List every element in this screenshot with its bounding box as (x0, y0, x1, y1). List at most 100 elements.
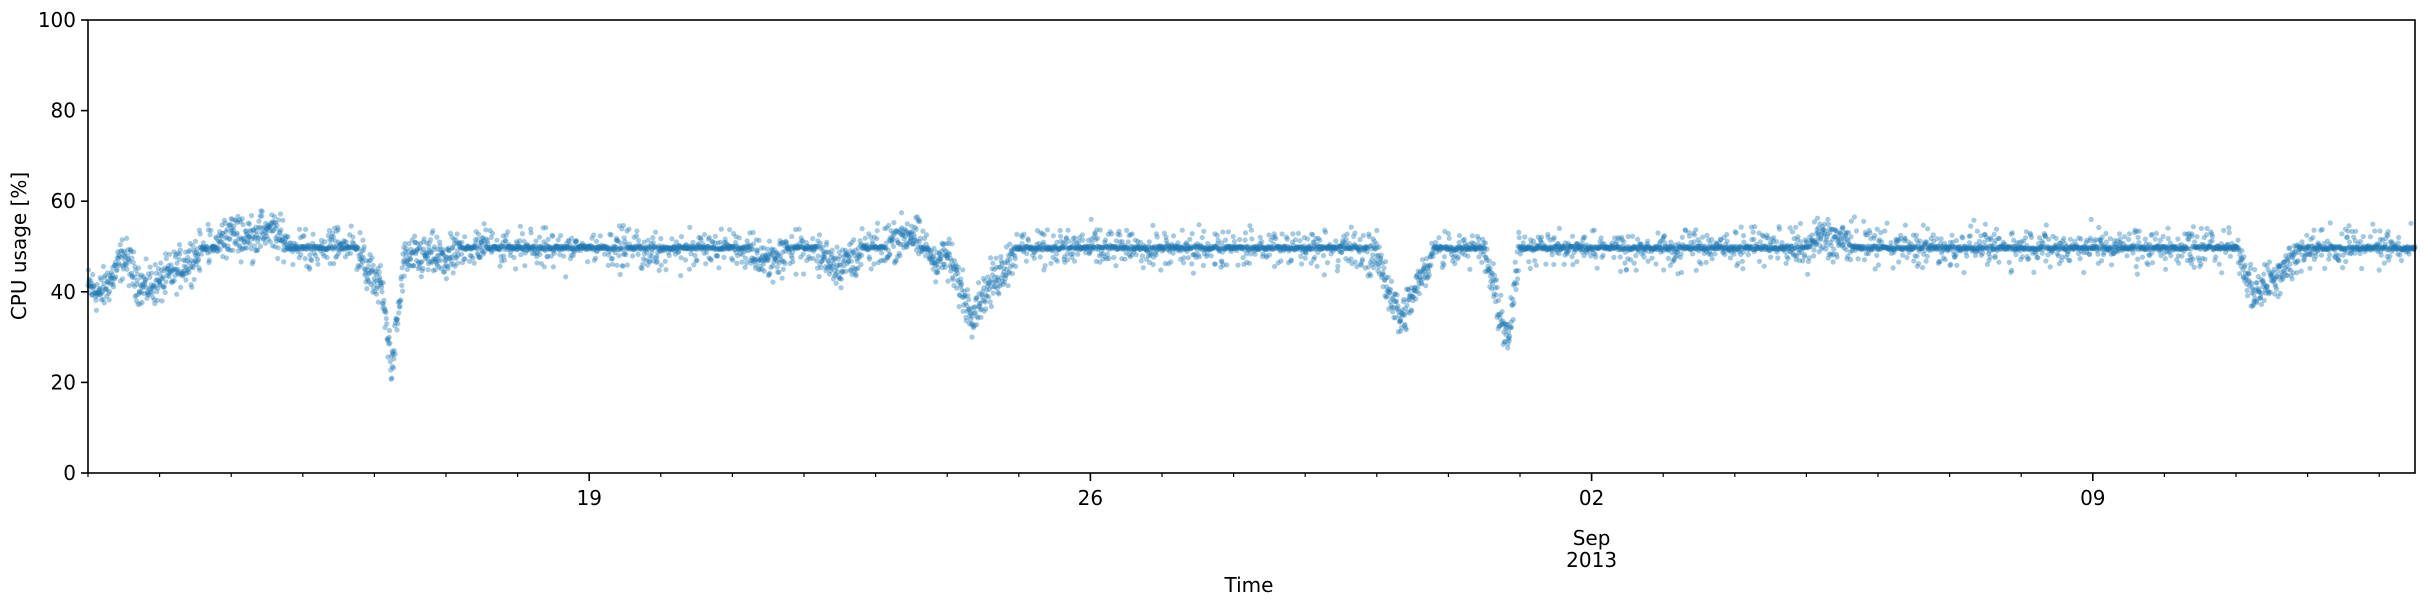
data-point (541, 264, 547, 270)
data-point (1314, 263, 1320, 269)
data-point (189, 263, 195, 269)
data-point (1888, 240, 1894, 246)
data-point (394, 327, 400, 333)
data-point (297, 235, 303, 241)
data-point (231, 223, 237, 229)
data-point (370, 289, 376, 295)
data-point (208, 227, 214, 233)
data-point (279, 237, 286, 243)
data-point (913, 226, 919, 232)
data-point (368, 269, 374, 275)
data-point (240, 245, 246, 252)
data-point (163, 251, 169, 257)
data-point (212, 244, 218, 250)
data-point (1070, 251, 1076, 257)
data-point (848, 258, 854, 264)
data-point (398, 274, 404, 280)
data-point (897, 253, 903, 259)
data-point (96, 287, 103, 293)
data-point (261, 236, 267, 242)
data-point (325, 246, 331, 252)
data-point (314, 246, 320, 252)
data-point (1830, 259, 1836, 265)
data-point (361, 246, 367, 253)
data-point (917, 219, 923, 225)
data-point (1430, 254, 1436, 260)
data-point (301, 244, 307, 250)
data-point (1594, 265, 1600, 271)
data-point (2046, 236, 2052, 242)
data-point (306, 264, 312, 270)
data-point (1180, 260, 1187, 266)
data-point (163, 279, 169, 285)
data-point (686, 266, 693, 272)
data-point (1971, 217, 1977, 223)
data-point (206, 259, 212, 265)
data-point (1393, 298, 1399, 305)
data-point (124, 266, 130, 272)
data-point (563, 274, 569, 280)
data-point (104, 279, 110, 285)
data-point (721, 254, 727, 260)
data-point (313, 243, 319, 249)
plot-background (88, 20, 2415, 473)
data-point (1220, 229, 1226, 235)
data-point (1600, 252, 1606, 258)
data-point (193, 261, 199, 267)
data-point (242, 228, 249, 234)
data-point (89, 292, 95, 298)
data-point (1805, 271, 1811, 277)
data-point (345, 246, 351, 252)
data-point (386, 334, 392, 340)
data-point (776, 269, 782, 275)
data-point (387, 340, 393, 346)
data-point (204, 244, 210, 250)
data-point (750, 229, 756, 236)
data-point (1617, 254, 1623, 260)
data-point (1665, 255, 1671, 261)
data-point (1199, 234, 1205, 241)
data-point (1855, 256, 1861, 262)
data-point (1920, 265, 1926, 271)
data-point (105, 278, 111, 285)
data-point (267, 239, 273, 245)
data-point (299, 245, 305, 251)
data-point (201, 245, 208, 251)
data-point (1302, 255, 1308, 261)
data-point (180, 270, 186, 276)
data-point (279, 238, 285, 244)
data-point (95, 291, 101, 297)
data-point (1317, 237, 1323, 243)
data-point (1513, 286, 1519, 293)
data-point (1774, 239, 1780, 245)
data-point (131, 249, 137, 255)
data-point (171, 278, 177, 284)
data-point (379, 284, 385, 290)
data-point (1426, 272, 1432, 278)
data-point (267, 223, 273, 229)
data-point (1992, 253, 1998, 259)
data-point (218, 233, 224, 239)
data-point (1838, 231, 1844, 237)
data-point (307, 266, 313, 272)
data-point (195, 251, 201, 257)
data-point (318, 246, 324, 252)
data-point (306, 245, 312, 251)
data-point (135, 271, 141, 277)
data-point (1527, 265, 1533, 272)
data-point (450, 270, 456, 276)
data-point (224, 234, 230, 240)
data-point (299, 246, 305, 252)
data-point (1371, 265, 1377, 271)
data-point (286, 240, 292, 247)
data-point (718, 226, 724, 232)
data-point (1851, 214, 1858, 220)
data-point (1322, 229, 1329, 235)
data-point (1080, 237, 1086, 243)
data-point (489, 230, 496, 236)
data-point (384, 336, 390, 342)
data-point (920, 228, 926, 234)
data-point (187, 247, 193, 253)
data-point (334, 246, 340, 252)
data-point (288, 243, 294, 249)
